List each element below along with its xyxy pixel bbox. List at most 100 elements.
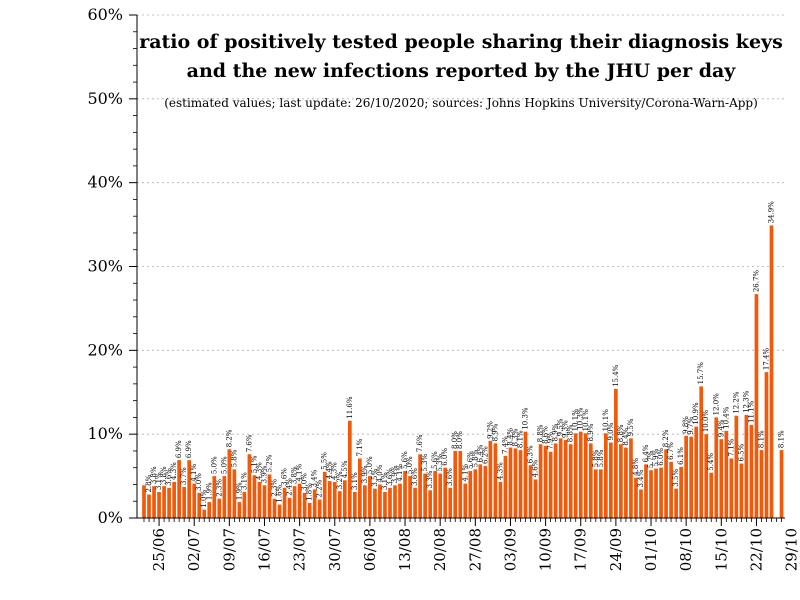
data-label: 6.5% xyxy=(737,443,745,461)
bar xyxy=(443,467,448,518)
data-label: 7.1% xyxy=(356,438,364,456)
x-tick-label: 27/08 xyxy=(466,528,484,571)
x-tick-label: 24/09 xyxy=(607,528,625,571)
data-label: 7.1% xyxy=(727,438,735,456)
bar xyxy=(172,481,176,518)
bar xyxy=(413,487,417,518)
x-tick-label: 10/09 xyxy=(537,528,555,571)
data-label: 10.1% xyxy=(602,409,610,432)
bar xyxy=(598,469,603,518)
data-label: 8.1% xyxy=(757,430,765,448)
bar xyxy=(614,388,618,518)
bar xyxy=(679,466,683,518)
bar xyxy=(739,463,744,518)
bar xyxy=(629,438,633,518)
bar xyxy=(724,430,729,518)
data-label: 5.6% xyxy=(431,451,439,469)
bar xyxy=(669,461,673,518)
data-label: 7.6% xyxy=(416,434,424,452)
bar xyxy=(508,447,513,518)
bar xyxy=(232,469,237,518)
bar xyxy=(649,470,653,518)
data-label: 8.8% xyxy=(537,424,545,442)
data-label: 3.2% xyxy=(336,471,344,489)
bar xyxy=(603,433,608,518)
x-tick-label: 17/09 xyxy=(572,528,590,571)
bar xyxy=(699,386,704,518)
bar xyxy=(769,225,774,518)
y-tick-label: 40% xyxy=(87,173,123,192)
bar xyxy=(453,450,458,518)
x-tick-label: 22/10 xyxy=(747,528,765,571)
bar xyxy=(709,472,714,518)
y-tick-label: 60% xyxy=(87,5,123,24)
data-label: 3.8% xyxy=(160,466,168,484)
bar xyxy=(558,438,563,518)
data-label: 4.4% xyxy=(326,461,334,479)
data-label: 3.9% xyxy=(361,465,369,483)
data-label: 9.0% xyxy=(607,422,615,440)
data-label: 10.1% xyxy=(582,409,590,432)
bar xyxy=(347,420,352,518)
x-tick-label: 23/07 xyxy=(291,528,309,571)
data-label: 5.8% xyxy=(592,449,600,467)
bar xyxy=(358,458,362,518)
bar xyxy=(327,481,332,518)
bar xyxy=(142,485,146,518)
data-label: 4.0% xyxy=(376,464,384,482)
data-label: 8.4% xyxy=(506,427,514,445)
bar xyxy=(744,414,749,518)
bar xyxy=(342,480,347,518)
data-label: 8.0% xyxy=(451,431,459,449)
chart-title-line2: and the new infections reported by the J… xyxy=(187,60,737,82)
data-label: 3.1% xyxy=(240,472,248,490)
data-label: 5.6% xyxy=(466,451,474,469)
data-label: 1.9% xyxy=(205,482,213,500)
data-label: 1.8% xyxy=(306,483,314,501)
bar xyxy=(162,486,166,518)
data-label: 3.6% xyxy=(446,468,454,486)
bar xyxy=(779,450,784,518)
data-label: 3.1% xyxy=(351,472,359,490)
data-label: 6.7% xyxy=(667,442,675,460)
data-label: 5.5% xyxy=(321,452,329,470)
bar xyxy=(478,464,483,518)
x-tick-label: 06/08 xyxy=(361,528,379,571)
bar xyxy=(202,509,207,518)
bar xyxy=(352,492,357,518)
x-tick-label: 30/07 xyxy=(326,528,344,571)
data-label: 2.2% xyxy=(316,479,324,497)
data-label: 3.4% xyxy=(311,469,319,487)
bar xyxy=(659,467,663,518)
data-label: 11.6% xyxy=(346,396,354,419)
data-label: 12.2% xyxy=(732,391,740,414)
bar xyxy=(322,471,327,518)
data-label: 4.5% xyxy=(341,460,349,478)
x-tick-label: 02/07 xyxy=(185,528,203,571)
bar xyxy=(222,476,227,518)
data-label: 5.2% xyxy=(266,454,274,472)
bar xyxy=(749,424,754,518)
data-label: 6.4% xyxy=(476,444,484,462)
bar xyxy=(302,492,307,518)
bar xyxy=(383,492,387,518)
bar xyxy=(317,499,322,518)
data-label: 3.6% xyxy=(165,468,173,486)
bar xyxy=(297,483,302,518)
data-label: 6.2% xyxy=(481,446,489,464)
bar xyxy=(483,466,488,518)
bar xyxy=(518,450,523,518)
data-label: 9.3% xyxy=(562,420,570,438)
data-label: 8.8% xyxy=(567,424,575,442)
x-tick-label: 20/08 xyxy=(431,528,449,571)
data-label: 34.9% xyxy=(768,201,776,224)
data-label: 5.1% xyxy=(250,455,258,473)
bar xyxy=(373,488,377,518)
bar xyxy=(493,443,498,518)
data-label: 10.1% xyxy=(572,409,580,432)
bar xyxy=(167,487,171,518)
bar xyxy=(272,498,277,518)
bar xyxy=(403,471,407,518)
data-label: 6.4% xyxy=(642,444,650,462)
data-label: 6.0% xyxy=(657,448,665,466)
